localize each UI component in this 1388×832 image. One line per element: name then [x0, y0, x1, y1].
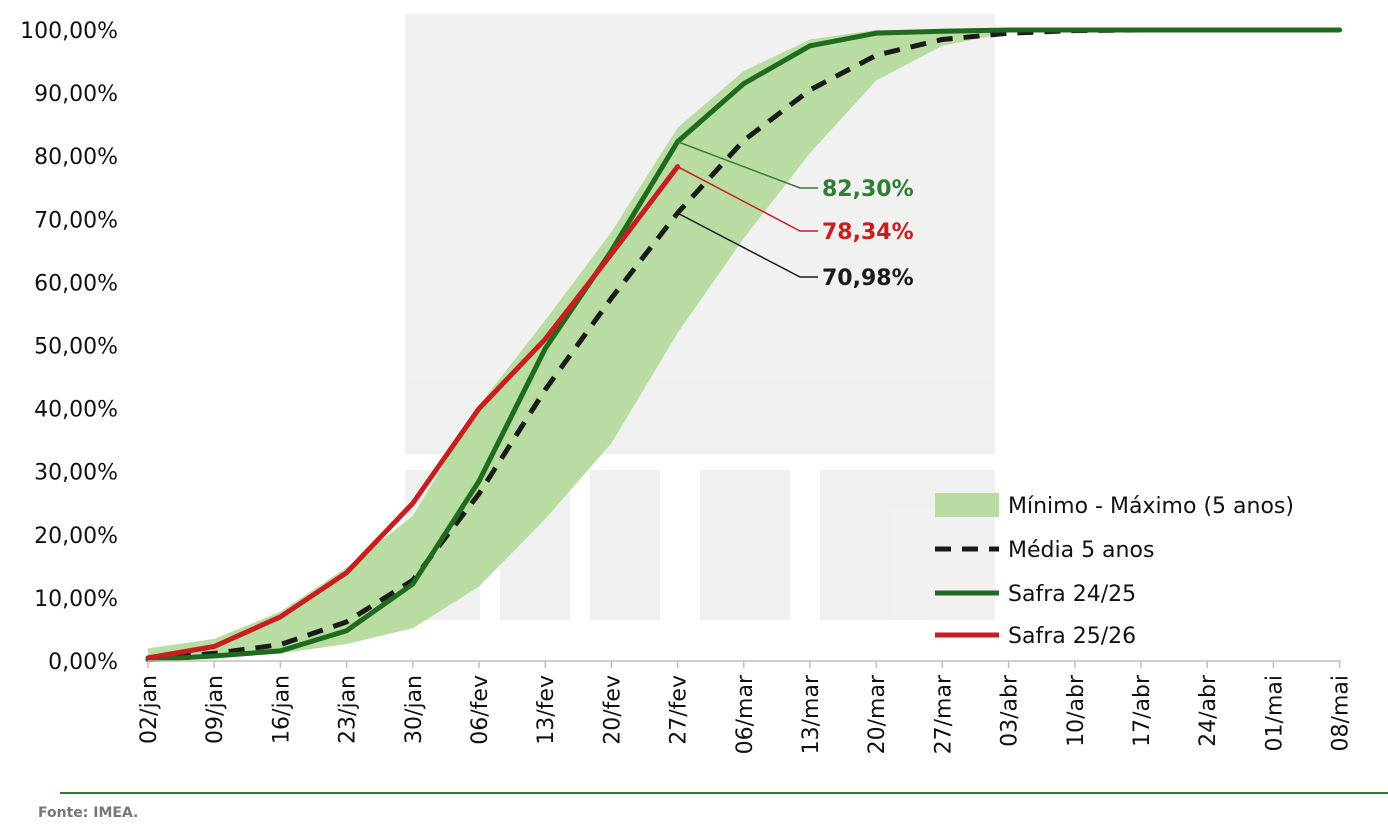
x-tick-label: 27/fev — [667, 675, 692, 745]
x-tick-label: 08/mai — [1329, 675, 1354, 751]
x-tick-label: 10/abr — [1064, 674, 1089, 747]
y-tick-label: 90,00% — [34, 82, 118, 107]
x-axis-ticks: 02/jan 09/jan 16/jan 23/jan 30/jan 06/fev 13/f… — [137, 661, 1354, 754]
callout-label: 78,34% — [822, 220, 914, 245]
callout-leader — [677, 140, 818, 189]
x-tick-label: 24/abr — [1196, 674, 1221, 747]
callout-leader — [677, 212, 818, 278]
x-tick-label: 27/mar — [931, 674, 956, 754]
series-line-safra-25-26 — [145, 164, 681, 661]
callout-label: 70,98% — [822, 266, 914, 291]
x-tick-label: 20/fev — [600, 675, 625, 745]
series-layer — [145, 27, 1343, 663]
y-tick-label: 0,00% — [48, 650, 118, 675]
x-tick-label: 13/mar — [799, 674, 824, 754]
x-tick-label: 17/abr — [1130, 674, 1155, 747]
y-tick-label: 60,00% — [34, 271, 118, 296]
callout-layer: 82,30% 78,34% 70,98% — [677, 140, 914, 291]
x-tick-label: 01/mai — [1262, 675, 1287, 751]
y-axis-ticks: 0,00% 10,00% 20,00% 30,00% 40,00% 50,00% 60,00… — [20, 19, 118, 675]
y-tick-label: 50,00% — [34, 335, 118, 360]
x-tick-label: 30/jan — [402, 675, 427, 744]
x-tick-label: 06/fev — [468, 675, 493, 745]
y-tick-label: 80,00% — [34, 145, 118, 170]
x-tick-label: 06/mar — [733, 674, 758, 754]
legend-label: Safra 25/26 — [1008, 624, 1136, 649]
min-max-band — [148, 30, 1340, 661]
legend-label: Safra 24/25 — [1008, 582, 1136, 607]
x-tick-label: 16/jan — [269, 675, 294, 744]
y-tick-label: 40,00% — [34, 398, 118, 423]
legend-label: Mínimo - Máximo (5 anos) — [1008, 494, 1294, 519]
y-tick-label: 10,00% — [34, 587, 118, 612]
x-tick-label: 03/abr — [998, 674, 1023, 747]
y-tick-label: 20,00% — [34, 524, 118, 549]
x-tick-label: 09/jan — [203, 675, 228, 744]
series-line-safra-24-25 — [145, 27, 1343, 663]
callout-leader — [677, 166, 818, 232]
callout-label: 82,30% — [822, 177, 914, 202]
legend-label: Média 5 anos — [1008, 538, 1154, 563]
x-tick-label: 20/mar — [865, 674, 890, 754]
y-tick-label: 70,00% — [34, 208, 118, 233]
source-note: Fonte: IMEA. — [38, 805, 139, 821]
x-tick-label: 13/fev — [534, 675, 559, 745]
legend: Mínimo - Máximo (5 anos) Média 5 anos Safr… — [935, 493, 1294, 649]
x-tick-label: 02/jan — [137, 675, 162, 744]
y-tick-label: 100,00% — [20, 19, 118, 44]
legend-swatch-band — [935, 493, 999, 517]
y-tick-label: 30,00% — [34, 461, 118, 486]
x-tick-label: 23/jan — [336, 675, 361, 744]
